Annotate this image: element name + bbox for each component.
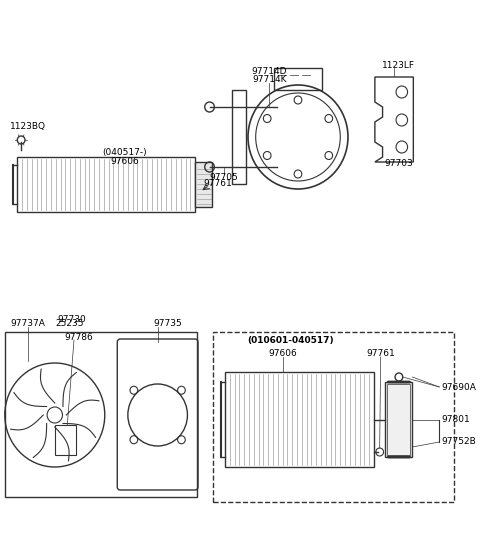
Text: 97786: 97786 — [64, 332, 93, 342]
Text: 25235: 25235 — [55, 320, 84, 328]
Text: 1123LF: 1123LF — [383, 61, 415, 70]
Text: 97714D: 97714D — [252, 67, 287, 77]
Text: 97606: 97606 — [268, 349, 297, 358]
Text: 97801: 97801 — [441, 416, 470, 424]
Text: 97705: 97705 — [210, 172, 239, 182]
Text: 97752B: 97752B — [441, 438, 476, 447]
Text: 97761: 97761 — [204, 179, 232, 188]
Text: 97606: 97606 — [110, 157, 139, 166]
Text: (010601-040517): (010601-040517) — [247, 336, 334, 344]
Bar — [385, 382, 412, 457]
Text: 97714K: 97714K — [252, 76, 287, 84]
Bar — [232, 90, 246, 184]
Text: 97761: 97761 — [366, 349, 395, 358]
Bar — [55, 425, 76, 455]
Text: 97730: 97730 — [58, 316, 86, 325]
Text: 97690A: 97690A — [441, 383, 476, 391]
Bar — [387, 384, 410, 455]
Bar — [274, 68, 322, 90]
Bar — [195, 162, 213, 207]
Text: 97703: 97703 — [384, 160, 413, 168]
Text: 97735: 97735 — [153, 320, 181, 328]
Bar — [225, 372, 374, 467]
Text: (040517-): (040517-) — [103, 147, 147, 157]
Bar — [214, 332, 454, 502]
Text: 1123BQ: 1123BQ — [10, 123, 46, 131]
Text: 97737A: 97737A — [11, 320, 45, 328]
Bar — [5, 332, 197, 497]
Bar — [17, 157, 195, 212]
